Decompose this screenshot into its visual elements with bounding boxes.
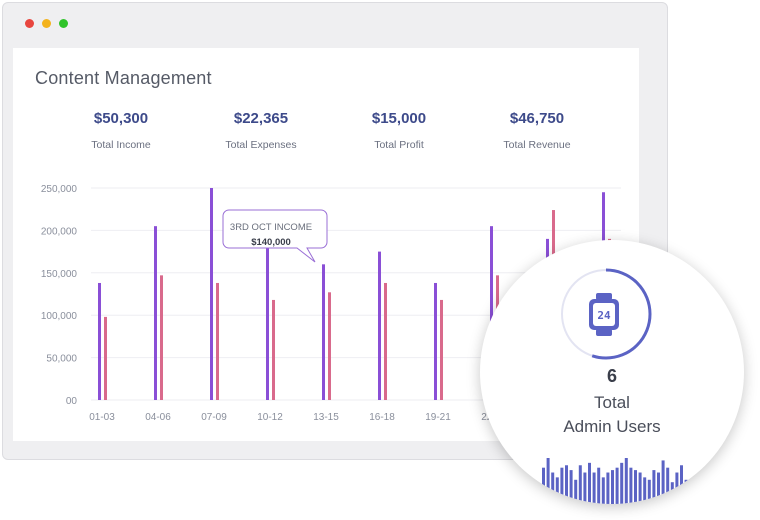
stat-value: $15,000: [371, 110, 427, 127]
progress-ring-fill: [560, 268, 652, 360]
sparkline-bar: [546, 458, 550, 504]
sparkline-bar: [555, 477, 559, 504]
sparkline-bar: [588, 462, 591, 504]
y-tick-label: 250,000: [41, 184, 78, 195]
sparkline-bar: [615, 467, 619, 504]
stat-value: $50,300: [93, 110, 149, 127]
expense-bar: [104, 316, 107, 400]
y-tick-label: 100,000: [41, 311, 78, 322]
maximize-button[interactable]: [59, 19, 68, 28]
stat-label: Total Expenses: [225, 139, 297, 151]
income-bar: [98, 282, 101, 400]
sparkline-bar: [583, 472, 587, 504]
stat-total-revenue: $46,750 Total Revenue: [467, 110, 607, 151]
admin-users-sparkline: [542, 458, 688, 504]
sparkline-bar: [634, 470, 637, 504]
expense-bar: [216, 282, 219, 400]
y-tick-label: 00: [66, 396, 78, 407]
page-title: Content Management: [35, 68, 212, 88]
income-bar: [434, 282, 437, 400]
income-bar: [210, 188, 213, 400]
app-window: Content Management $50,300 Total Income …: [2, 2, 668, 460]
sparkline-bar: [620, 462, 624, 504]
stat-value: $22,365: [233, 110, 289, 127]
sparkline-bar: [638, 472, 642, 504]
sparkline-bar: [680, 465, 683, 504]
window-controls: [25, 19, 68, 28]
sparkline-bar: [666, 467, 670, 504]
stat-total-income: $50,300 Total Income: [51, 110, 191, 151]
x-tick-label: 01-03: [89, 412, 115, 423]
sparkline-bar: [569, 470, 573, 504]
sparkline-bar: [565, 465, 568, 504]
x-tick-label: 13-15: [313, 412, 339, 423]
income-bar: [378, 251, 381, 400]
sparkline-bar: [574, 479, 578, 504]
sparkline-bar: [684, 479, 688, 504]
sparkline-bar: [629, 467, 633, 504]
expense-bar: [328, 292, 331, 400]
close-button[interactable]: [25, 19, 34, 28]
x-tick-label: 19-21: [425, 412, 451, 423]
svg-text:24: 24: [597, 309, 611, 322]
tooltip-box: [222, 209, 328, 263]
stat-label: Total Income: [91, 139, 151, 151]
sparkline-bar: [560, 467, 564, 504]
sparkline-bar: [657, 472, 660, 504]
stat-value: $46,750: [509, 110, 565, 127]
minimize-button[interactable]: [42, 19, 51, 28]
admin-users-widget: 24 6 Total Admin Users: [480, 240, 744, 504]
sparkline-bar: [611, 470, 614, 504]
watch-24-icon: 24: [589, 293, 619, 336]
expense-bar: [160, 275, 163, 400]
sparkline-bar: [601, 477, 605, 504]
sparkline-bar: [647, 479, 651, 504]
sparkline-bar: [652, 470, 656, 504]
stat-label: Total Revenue: [503, 139, 571, 151]
expense-bar: [272, 299, 275, 400]
admin-users-label-line1: Total: [594, 393, 630, 412]
x-tick-label: 07-09: [201, 412, 227, 423]
sparkline-bar: [551, 472, 555, 504]
x-tick-label: 10-12: [257, 412, 283, 423]
y-tick-label: 150,000: [41, 269, 78, 280]
stat-label: Total Profit: [374, 139, 424, 151]
sparkline-bar: [578, 465, 582, 504]
expense-bar: [384, 282, 387, 400]
stat-total-profit: $15,000 Total Profit: [329, 110, 469, 151]
x-tick-label: 16-18: [369, 412, 395, 423]
admin-users-count: 6: [606, 366, 617, 386]
sparkline-bar: [675, 472, 679, 504]
income-bar: [154, 226, 157, 400]
admin-users-label-line2: Admin Users: [563, 417, 661, 436]
x-tick-label: 04-06: [145, 412, 171, 423]
y-tick-label: 50,000: [46, 354, 77, 365]
stat-total-expenses: $22,365 Total Expenses: [191, 110, 331, 151]
sparkline-bar: [597, 467, 601, 504]
sparkline-bar: [670, 482, 674, 504]
income-bar: [490, 226, 493, 400]
sparkline-bar: [624, 458, 628, 504]
sparkline-bar: [643, 477, 647, 504]
sparkline-bar: [542, 467, 545, 504]
income-bar: [322, 264, 325, 400]
chart-tooltip: 3RD OCT INCOME $140,000: [222, 209, 328, 263]
progress-ring: [560, 268, 652, 360]
sparkline-bar: [661, 460, 665, 504]
tooltip-value: $140,000: [251, 237, 291, 248]
tooltip-title: 3RD OCT INCOME: [230, 222, 312, 233]
y-tick-label: 200,000: [41, 226, 78, 237]
income-bar: [266, 230, 269, 400]
sparkline-bar: [592, 472, 596, 504]
sparkline-bar: [606, 472, 610, 504]
expense-bar: [440, 299, 443, 400]
